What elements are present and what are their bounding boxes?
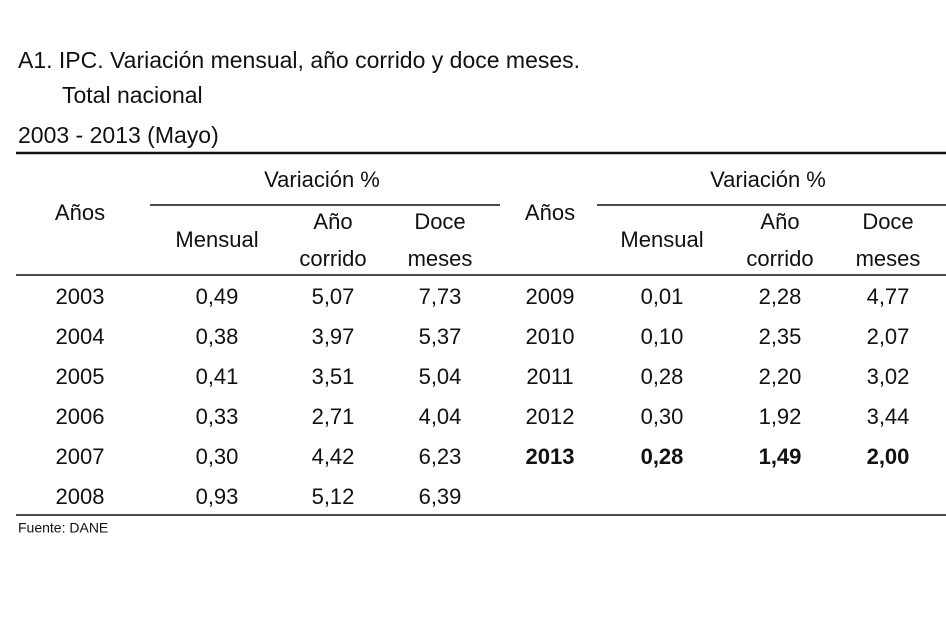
- source: Fuente: DANE: [18, 520, 108, 536]
- year-cell: 2006: [56, 404, 105, 429]
- value-cell: 0,33: [196, 404, 239, 429]
- year-cell: 2004: [56, 324, 105, 349]
- year-cell: 2012: [526, 404, 575, 429]
- year-cell: 2013: [526, 444, 575, 469]
- value-cell: 7,73: [419, 284, 462, 309]
- value-cell: 1,92: [759, 404, 802, 429]
- column-header: Doce: [862, 209, 913, 234]
- year-cell: 2011: [526, 364, 573, 389]
- value-cell: 5,12: [312, 484, 355, 509]
- value-cell: 3,51: [312, 364, 355, 389]
- value-cell: 3,02: [867, 364, 910, 389]
- column-header: corrido: [746, 246, 813, 271]
- year-cell: 2009: [526, 284, 575, 309]
- value-cell: 2,07: [867, 324, 910, 349]
- column-header: meses: [856, 246, 921, 271]
- value-cell: 1,49: [759, 444, 802, 469]
- value-cell: 0,30: [641, 404, 684, 429]
- value-cell: 2,71: [312, 404, 355, 429]
- value-cell: 2,00: [867, 444, 910, 469]
- value-cell: 0,49: [196, 284, 239, 309]
- value-cell: 0,41: [196, 364, 239, 389]
- value-cell: 0,01: [641, 284, 684, 309]
- years-header: Años: [55, 200, 105, 225]
- year-cell: 2010: [526, 324, 575, 349]
- value-cell: 5,07: [312, 284, 355, 309]
- value-cell: 2,35: [759, 324, 802, 349]
- year-cell: 2005: [56, 364, 105, 389]
- value-cell: 4,04: [419, 404, 462, 429]
- subtitle: Total nacional: [62, 82, 203, 108]
- value-cell: 0,30: [196, 444, 239, 469]
- column-header: meses: [408, 246, 473, 271]
- value-cell: 4,77: [867, 284, 910, 309]
- value-cell: 0,38: [196, 324, 239, 349]
- year-cell: 2008: [56, 484, 105, 509]
- year-cell: 2003: [56, 284, 105, 309]
- value-cell: 0,28: [641, 364, 684, 389]
- value-cell: 6,39: [419, 484, 462, 509]
- value-cell: 0,93: [196, 484, 239, 509]
- group-header: Variación %: [710, 167, 826, 192]
- title: A1. IPC. Variación mensual, año corrido …: [18, 47, 580, 73]
- column-header: Mensual: [175, 227, 258, 252]
- years-header: Años: [525, 200, 575, 225]
- value-cell: 6,23: [419, 444, 462, 469]
- column-header: Doce: [414, 209, 465, 234]
- column-header: Año: [760, 209, 799, 234]
- value-cell: 2,28: [759, 284, 802, 309]
- value-cell: 5,37: [419, 324, 462, 349]
- column-header: Año: [313, 209, 352, 234]
- column-header: corrido: [299, 246, 366, 271]
- value-cell: 3,97: [312, 324, 355, 349]
- group-header: Variación %: [264, 167, 380, 192]
- value-cell: 4,42: [312, 444, 355, 469]
- column-header: Mensual: [620, 227, 703, 252]
- value-cell: 2,20: [759, 364, 802, 389]
- value-cell: 5,04: [419, 364, 462, 389]
- year-cell: 2007: [56, 444, 105, 469]
- period: 2003 - 2013 (Mayo): [18, 122, 219, 148]
- value-cell: 3,44: [867, 404, 910, 429]
- value-cell: 0,28: [641, 444, 684, 469]
- value-cell: 0,10: [641, 324, 684, 349]
